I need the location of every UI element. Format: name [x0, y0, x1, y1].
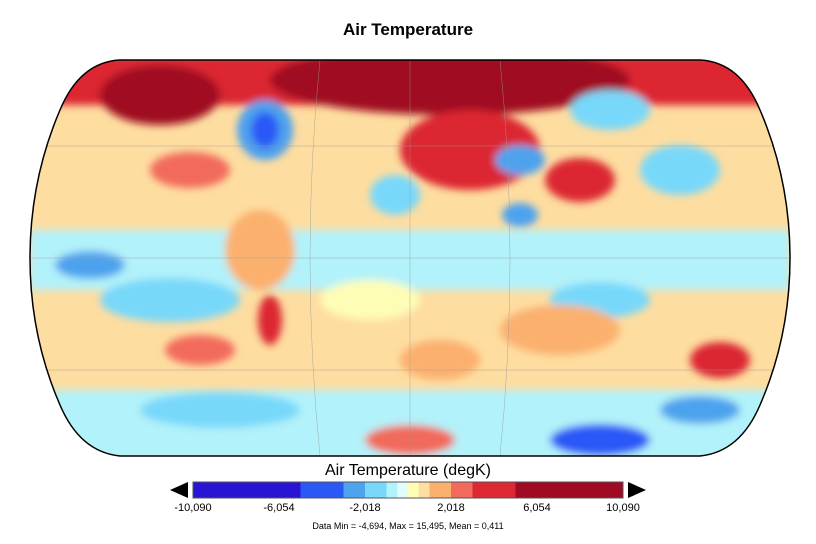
- map-title: Air Temperature: [342, 20, 474, 39]
- map-outline: [29, 59, 791, 457]
- colorbar-tick-label: 6,054: [523, 502, 551, 514]
- colorbar-segment: [429, 482, 451, 498]
- colorbar-segment: [451, 482, 473, 498]
- colorbar-tick-label: -2,018: [349, 502, 381, 514]
- colorbar-frame: [192, 481, 624, 499]
- colorbar-segment: [472, 482, 516, 498]
- colorbar-segment: [193, 482, 301, 498]
- colorbar-segments: [193, 482, 623, 498]
- colorbar: [170, 481, 646, 499]
- colorbar-tick-label: 2,018: [437, 502, 465, 514]
- colorbar-label: Air Temperature (degK): [325, 462, 491, 479]
- colorbar-segment: [408, 482, 419, 498]
- colorbar-tick-label: -6,054: [263, 502, 295, 514]
- temperature-anomaly-map: [29, 59, 791, 457]
- map-field: [30, 60, 790, 456]
- colorbar-tick-label: -10,090: [174, 502, 212, 514]
- colorbar-segment: [515, 482, 623, 498]
- colorbar-segment: [418, 482, 430, 498]
- colorbar-extend-min-arrow: [170, 482, 188, 498]
- colorbar-segment: [386, 482, 398, 498]
- colorbar-segment: [365, 482, 387, 498]
- colorbar-segment: [343, 482, 365, 498]
- colorbar-segment: [300, 482, 344, 498]
- colorbar-tick-label: 10,090: [606, 502, 640, 514]
- colorbar-segment: [397, 482, 408, 498]
- data-stats: Data Min = -4,694, Max = 15,495, Mean = …: [312, 521, 504, 531]
- colorbar-extend-max-arrow: [628, 482, 646, 498]
- graticule: [30, 60, 790, 456]
